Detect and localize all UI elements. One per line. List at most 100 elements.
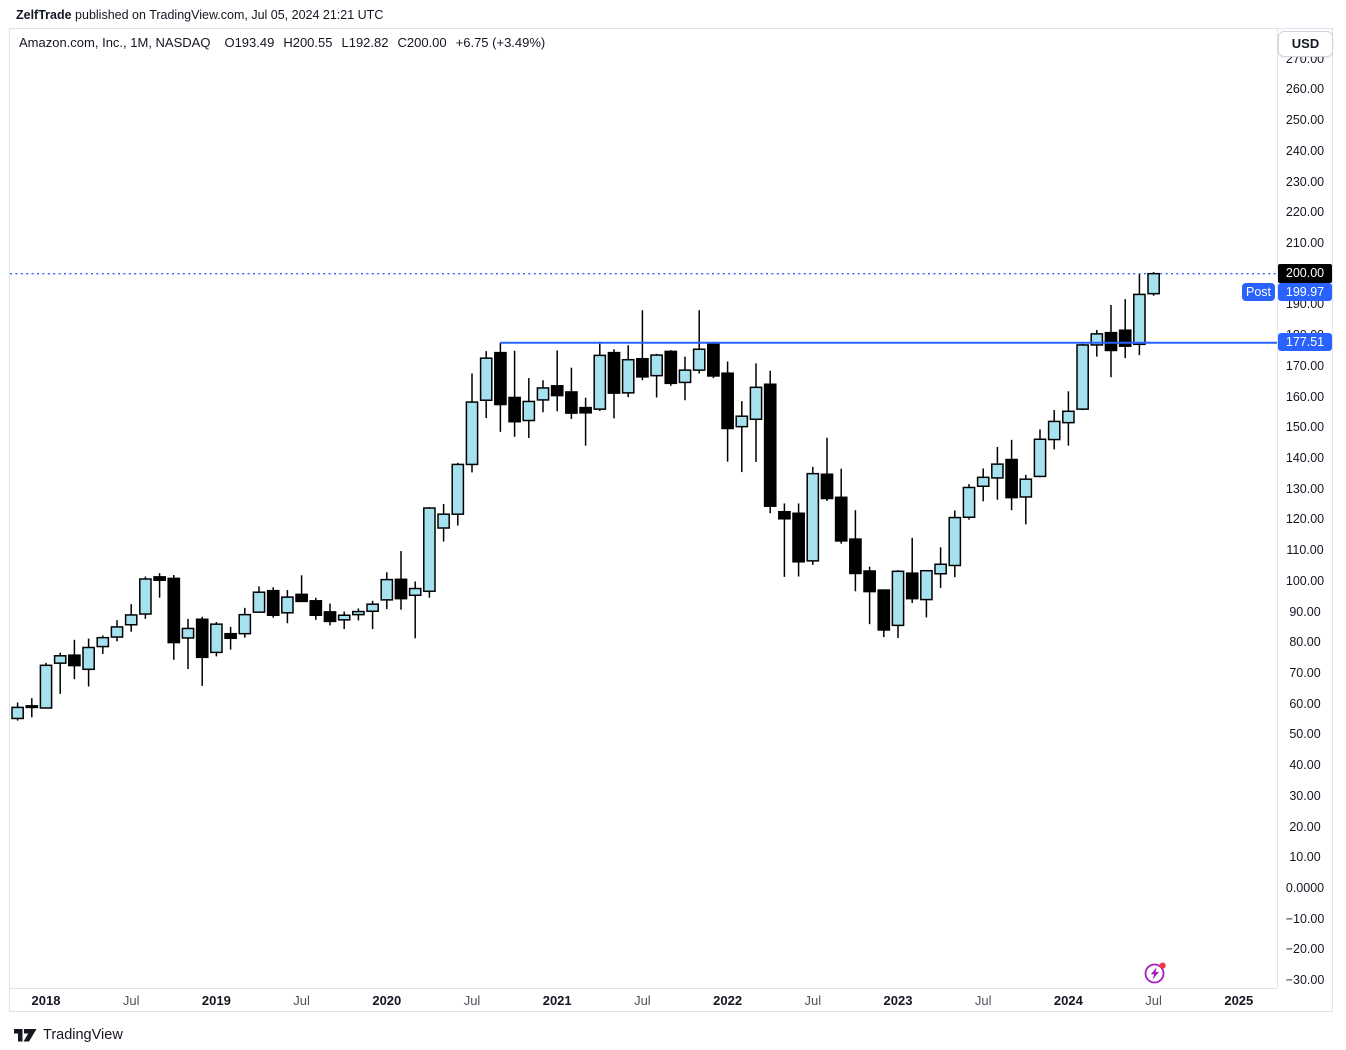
candle[interactable] [891,570,905,638]
time-axis-year-label: 2024 [1053,993,1083,1008]
candle[interactable] [934,547,947,588]
candle[interactable] [707,342,720,379]
candle-body [11,706,24,720]
candle[interactable] [195,616,209,686]
time-axis[interactable]: 2018 Jul 2019 Jul 2020 Jul 2021 Jul 2022 Jul 2023 J… [10,988,1277,1011]
candle[interactable] [920,569,933,618]
candle[interactable] [266,587,280,618]
candle[interactable] [1062,391,1075,446]
candle[interactable] [366,600,379,630]
candle[interactable] [991,446,1004,500]
candle[interactable] [252,586,266,613]
candle[interactable] [380,572,394,610]
candle[interactable] [565,367,578,419]
candle[interactable] [153,573,166,598]
candle[interactable] [607,349,621,419]
candle[interactable] [721,361,734,462]
earnings-event-icon[interactable] [1141,959,1169,987]
candle[interactable] [749,363,763,462]
candle[interactable] [834,468,848,544]
candle[interactable] [763,370,777,514]
price-tick-label: 110.00 [1286,543,1324,558]
candle[interactable] [849,510,862,592]
chart-plot-area[interactable] [10,29,1277,988]
candle[interactable] [124,604,138,632]
candle[interactable] [423,507,436,598]
candle[interactable] [650,353,663,398]
price-tick-label: 170.00 [1285,358,1325,373]
candle[interactable] [976,468,990,502]
candle[interactable] [451,462,465,526]
price-axis[interactable]: −30.00 −20.00 −10.00 0.0000 10.00 20.00 30.00 4… [1277,29,1333,988]
candle[interactable] [437,504,450,542]
candle[interactable] [337,611,351,630]
candle[interactable] [621,345,635,398]
candle[interactable] [25,698,39,718]
candle[interactable] [68,639,81,680]
candle[interactable] [550,350,564,412]
candle-body [1133,293,1146,346]
candle[interactable] [53,652,67,694]
candle[interactable] [735,401,749,473]
candle[interactable] [1118,299,1132,359]
candle[interactable] [494,342,507,432]
candle[interactable] [1147,271,1160,296]
candle-body [366,603,379,612]
candle[interactable] [948,510,962,578]
candle[interactable] [1076,343,1089,411]
candle[interactable] [295,575,308,603]
candle-body [380,578,394,601]
candle[interactable] [309,597,323,620]
candle[interactable] [11,702,24,721]
candle[interactable] [238,607,252,638]
candle[interactable] [579,397,592,446]
tradingview-brand-text[interactable]: TradingView [43,1027,123,1043]
candle[interactable] [39,662,53,709]
candle[interactable] [465,373,479,473]
candle[interactable] [1104,305,1118,378]
candle[interactable] [877,589,891,638]
price-tick-label: 0.0000 [1285,881,1325,895]
candle[interactable] [479,351,493,419]
candle[interactable] [820,437,834,501]
candle[interactable] [962,484,976,520]
candle[interactable] [522,378,536,439]
candle[interactable] [139,576,152,619]
candle[interactable] [664,350,678,386]
candle[interactable] [352,608,365,621]
candle[interactable] [82,638,95,687]
candle[interactable] [863,566,876,625]
candle[interactable] [110,620,124,642]
candle[interactable] [181,618,195,669]
candle[interactable] [1033,429,1047,478]
candle-body [1033,438,1047,478]
candle[interactable] [806,466,820,565]
candle[interactable] [536,380,550,413]
candle[interactable] [1133,274,1146,356]
candle[interactable] [224,626,237,650]
candle[interactable] [210,621,223,657]
candle[interactable] [636,310,649,381]
candle[interactable] [323,603,337,626]
candle[interactable] [1047,410,1061,450]
candle[interactable] [508,350,521,437]
candle[interactable] [1005,439,1018,511]
currency-button[interactable]: USD [1278,31,1333,57]
candle[interactable] [593,341,607,411]
price-tick-label: −20.00 [1285,942,1325,957]
candle-body [1076,344,1089,410]
candle[interactable] [408,581,422,639]
candle[interactable] [778,503,791,577]
candle-body [337,614,351,621]
tradingview-logo-icon[interactable] [14,1028,37,1042]
candle-body [181,627,195,639]
candle[interactable] [394,551,408,610]
candle[interactable] [96,635,110,654]
candle[interactable] [1019,474,1033,525]
candle[interactable] [792,503,805,577]
candle[interactable] [167,575,181,660]
candle-body [593,354,607,410]
candle[interactable] [678,356,692,401]
candle[interactable] [905,537,919,603]
candle[interactable] [281,590,294,624]
